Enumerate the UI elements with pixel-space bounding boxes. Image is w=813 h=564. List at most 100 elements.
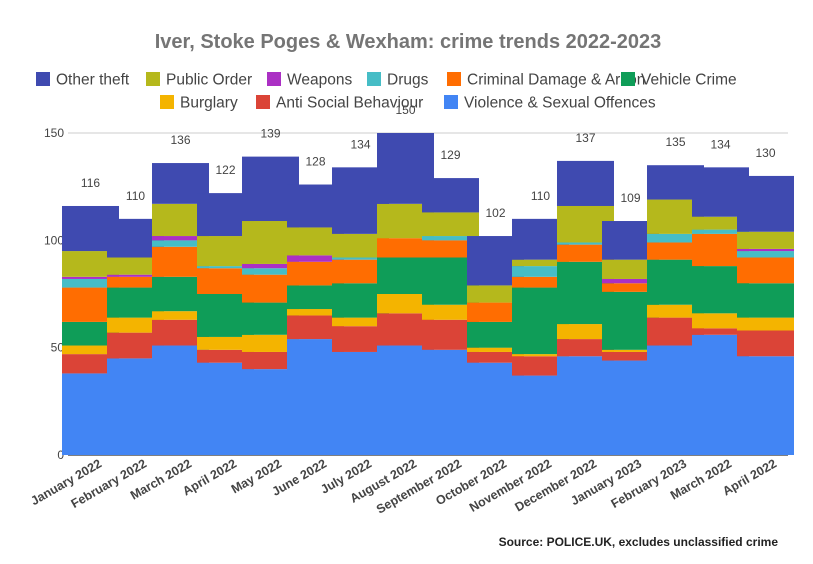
legend-item-violence-and-sexual-offences: Violence & Sexual Offences [444, 95, 656, 112]
bar-segment-drugs [737, 251, 794, 258]
bar-segment-burglary [692, 313, 749, 329]
chart-title: Iver, Stoke Poges & Wexham: crime trends… [155, 31, 662, 53]
legend-item-burglary: Burglary [160, 95, 238, 112]
legend-label-criminal-damage-and-arson: Criminal Damage & Arson [467, 72, 645, 89]
bar-segment-weapons [107, 274, 164, 277]
bar-segment-weapons [62, 276, 119, 279]
total-label: 136 [170, 133, 190, 147]
bar-segment-drugs [422, 236, 479, 241]
bar-segment-drugs [647, 233, 704, 243]
total-labels: 116 110 136 122 139 128 134 150 129 102 110 137 109 1… [81, 103, 776, 220]
legend-swatch-violence-and-sexual-offences [444, 95, 458, 109]
bar-segment-criminal-damage-and-arson [737, 257, 794, 284]
bar-segment-weapons [602, 278, 659, 284]
bars [62, 133, 794, 455]
total-label: 134 [710, 137, 730, 151]
bar-segment-weapons [242, 263, 299, 269]
legend-item-other-theft: Other theft [36, 72, 130, 89]
y-tick-label: 50 [51, 341, 65, 355]
total-label: 128 [305, 155, 325, 169]
bar-segment-public-order [422, 212, 479, 237]
legend-swatch-vehicle-crime [621, 72, 635, 86]
bar-segment-anti-social-behaviour [692, 328, 749, 335]
bar-segment-criminal-damage-and-arson [647, 242, 704, 260]
bar-segment-burglary [152, 311, 209, 320]
x-tick-label: February 2022 [69, 456, 149, 511]
bar-segment-burglary [647, 304, 704, 318]
total-label: 137 [575, 131, 595, 145]
total-label: 139 [260, 127, 280, 141]
bar-segment-anti-social-behaviour [197, 349, 254, 363]
bar-segment-criminal-damage-and-arson [467, 302, 524, 322]
bar-segment-criminal-damage-and-arson [287, 261, 344, 286]
bar-segment-anti-social-behaviour [512, 356, 569, 376]
bar-segment-drugs [197, 266, 254, 269]
bar-segment-burglary [737, 317, 794, 331]
bar-segment-drugs [557, 242, 614, 245]
bar-segment-criminal-damage-and-arson [557, 244, 614, 262]
total-label: 130 [755, 146, 775, 160]
bar-segment-other-theft [737, 175, 794, 232]
bar-segment-anti-social-behaviour [62, 354, 119, 374]
bar-segment-public-order [737, 231, 794, 249]
bar-segment-criminal-damage-and-arson [422, 240, 479, 258]
total-label: 129 [440, 148, 460, 162]
bar-segment-drugs [332, 257, 389, 260]
total-label: 134 [350, 137, 370, 151]
legend-label-other-theft: Other theft [56, 72, 130, 89]
bar-segment-burglary [422, 304, 479, 320]
bar-segment-criminal-damage-and-arson [377, 238, 434, 258]
bar-segment-vehicle-crime [287, 285, 344, 310]
legend: Other theft Public Order Weapons Drugs Crimi… [36, 72, 737, 112]
bar-segment-burglary [467, 347, 524, 352]
legend-label-public-order: Public Order [166, 72, 252, 89]
legend-label-burglary: Burglary [180, 95, 238, 112]
bar-segment-drugs [512, 266, 569, 277]
bar-segment-burglary [332, 317, 389, 327]
bar-segment-burglary [602, 349, 659, 352]
legend-label-anti-social-behaviour: Anti Social Behaviour [276, 95, 423, 112]
legend-label-violence-and-sexual-offences: Violence & Sexual Offences [464, 95, 656, 112]
bar-segment-drugs [242, 268, 299, 275]
total-label: 122 [215, 163, 235, 177]
bar-segment-burglary [242, 334, 299, 352]
y-axis: 0 50 100 150 [44, 126, 64, 462]
y-tick-label: 0 [57, 448, 64, 462]
source-note: Source: POLICE.UK, excludes unclassified… [499, 535, 779, 549]
total-label: 110 [531, 189, 550, 203]
bar-segment-vehicle-crime [62, 321, 119, 346]
bar-segment-anti-social-behaviour [242, 351, 299, 370]
bar-segment-public-order [602, 259, 659, 279]
legend-swatch-public-order [146, 72, 160, 86]
total-label: 110 [126, 189, 145, 203]
y-tick-label: 100 [44, 233, 64, 247]
bar-segment-other-theft [422, 178, 479, 213]
bar-segment-burglary [62, 345, 119, 355]
legend-item-anti-social-behaviour: Anti Social Behaviour [256, 95, 423, 112]
legend-item-drugs: Drugs [367, 72, 429, 89]
bar-segment-anti-social-behaviour [737, 330, 794, 357]
bar-segment-public-order [107, 257, 164, 275]
bar-segment-drugs [152, 240, 209, 247]
bar-segment-criminal-damage-and-arson [107, 276, 164, 288]
bar-segment-other-theft [557, 160, 614, 206]
legend-item-weapons: Weapons [267, 72, 352, 89]
bar-segment-weapons [737, 248, 794, 252]
bar-segment-criminal-damage-and-arson [512, 276, 569, 288]
bar-segment-burglary [287, 309, 344, 316]
bar-segment-anti-social-behaviour [467, 351, 524, 363]
total-label: 109 [620, 191, 640, 205]
legend-swatch-other-theft [36, 72, 50, 86]
legend-item-public-order: Public Order [146, 72, 252, 89]
bar-segment-public-order [692, 216, 749, 230]
bar-segment-burglary [512, 354, 569, 357]
bar-segment-drugs [692, 229, 749, 234]
bar-segment-burglary [197, 336, 254, 350]
bar-segment-vehicle-crime [737, 283, 794, 318]
bar-segment-burglary [107, 317, 164, 333]
legend-swatch-burglary [160, 95, 174, 109]
bar-segment-drugs [62, 278, 119, 288]
legend-swatch-weapons [267, 72, 281, 86]
